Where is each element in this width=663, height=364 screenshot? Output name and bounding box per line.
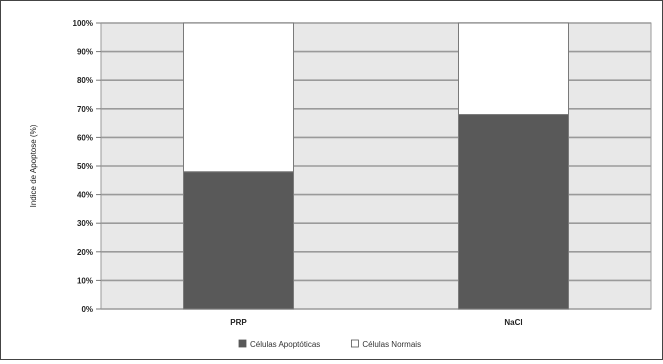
y-axis-tick-labels: 0% 10% 20% 30% 40% 50% 60% 70% 80% 90% 100% (73, 19, 93, 314)
x-tick-label: NaCl (504, 318, 522, 327)
y-tick-label: 90% (77, 48, 93, 57)
x-tick-label: PRP (230, 318, 247, 327)
y-tick-label: 20% (77, 248, 93, 257)
legend: Células Apoptóticas Células Normais (238, 339, 421, 349)
bar-segment (183, 171, 294, 310)
bar-group (183, 22, 569, 310)
y-axis-label: Indice de Apoptose (%) (29, 124, 38, 207)
y-tick-label: 50% (77, 162, 93, 171)
legend-swatch (350, 339, 359, 348)
y-tick-label: 30% (77, 219, 93, 228)
y-tick-label: 70% (77, 105, 93, 114)
legend-label: Células Normais (362, 340, 421, 349)
bar-segment (183, 22, 294, 173)
x-axis-tick-labels: PRP NaCl (230, 318, 522, 327)
legend-label: Células Apoptóticas (250, 340, 320, 349)
y-tick-label: 0% (81, 305, 93, 314)
bar-segment (458, 22, 569, 116)
y-tick-label: 10% (77, 276, 93, 285)
y-tick-label: 40% (77, 191, 93, 200)
y-tick-label: 60% (77, 133, 93, 142)
bar-segment (458, 114, 569, 310)
y-tick-label: 100% (73, 19, 93, 28)
y-tick-label: 80% (77, 76, 93, 85)
legend-swatch (238, 339, 247, 348)
